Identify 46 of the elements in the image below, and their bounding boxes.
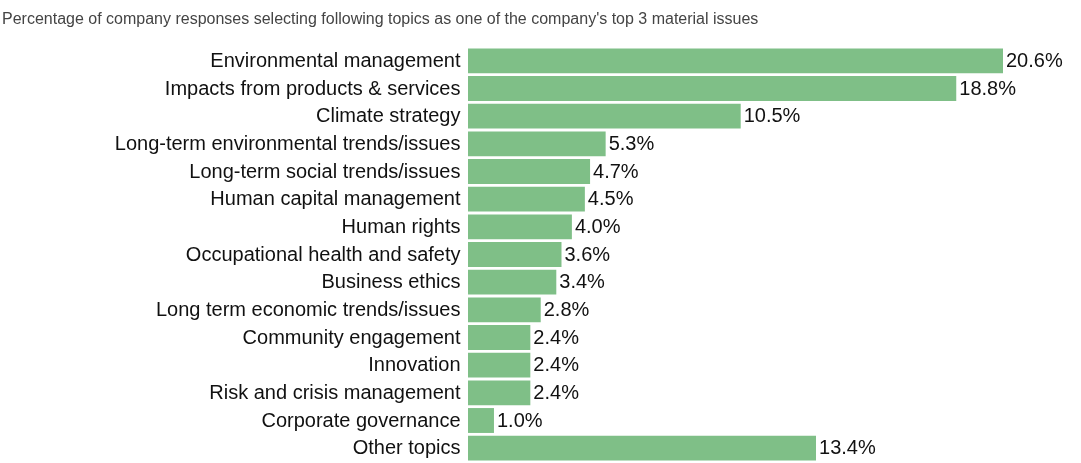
data-label: 18.8%	[959, 76, 1017, 99]
y-tick-label: Risk and crisis management	[209, 380, 461, 403]
data-label: 3.6%	[564, 242, 611, 265]
y-tick-label: Long-term social trends/issues	[189, 159, 461, 182]
data-label: 20.6%	[1006, 48, 1063, 71]
data-label: 2.4%	[533, 325, 580, 348]
bar	[468, 380, 531, 406]
bar	[468, 269, 557, 295]
y-tick-label: Community engagement	[242, 325, 461, 348]
y-tick-label: Other topics	[352, 436, 461, 459]
y-tick-label: Human capital management	[210, 187, 461, 210]
bar	[468, 76, 957, 101]
bar	[468, 408, 494, 433]
y-tick-label: Environmental management	[210, 48, 461, 71]
y-tick-label: Corporate governance	[261, 408, 461, 431]
data-label: 4.5%	[587, 187, 634, 210]
chart-title: Percentage of company responses selecting following topics as one of the company's top 3 material issues	[2, 10, 759, 27]
data-label: 2.8%	[543, 297, 590, 320]
data-label: 5.3%	[608, 131, 655, 154]
bar	[468, 297, 541, 323]
data-label: 13.4%	[819, 436, 876, 459]
data-label: 2.4%	[533, 353, 580, 376]
bar	[468, 242, 562, 267]
bar	[468, 131, 606, 157]
bar	[468, 159, 591, 184]
bar	[468, 435, 817, 461]
y-tick-label: Business ethics	[321, 270, 461, 293]
bar	[468, 48, 1003, 74]
y-tick-label: Human rights	[341, 214, 461, 237]
y-tick-label: Impacts from products & services	[164, 76, 461, 99]
bar	[468, 325, 531, 350]
data-label: 3.4%	[559, 270, 606, 293]
y-tick-label: Innovation	[368, 353, 461, 376]
bar	[468, 352, 531, 378]
data-label: 4.7%	[593, 159, 639, 182]
data-label: 4.0%	[574, 214, 621, 237]
bar	[468, 214, 572, 240]
bar	[468, 103, 741, 129]
y-tick-label: Climate strategy	[316, 104, 461, 127]
data-label: 2.4%	[533, 380, 580, 403]
bar	[468, 186, 585, 212]
y-tick-label: Long term economic trends/issues	[155, 297, 461, 320]
y-tick-label: Occupational health and safety	[185, 242, 461, 265]
y-tick-label: Long-term environmental trends/issues	[114, 131, 461, 154]
data-label: 10.5%	[743, 104, 801, 127]
data-label: 1.0%	[496, 408, 543, 431]
